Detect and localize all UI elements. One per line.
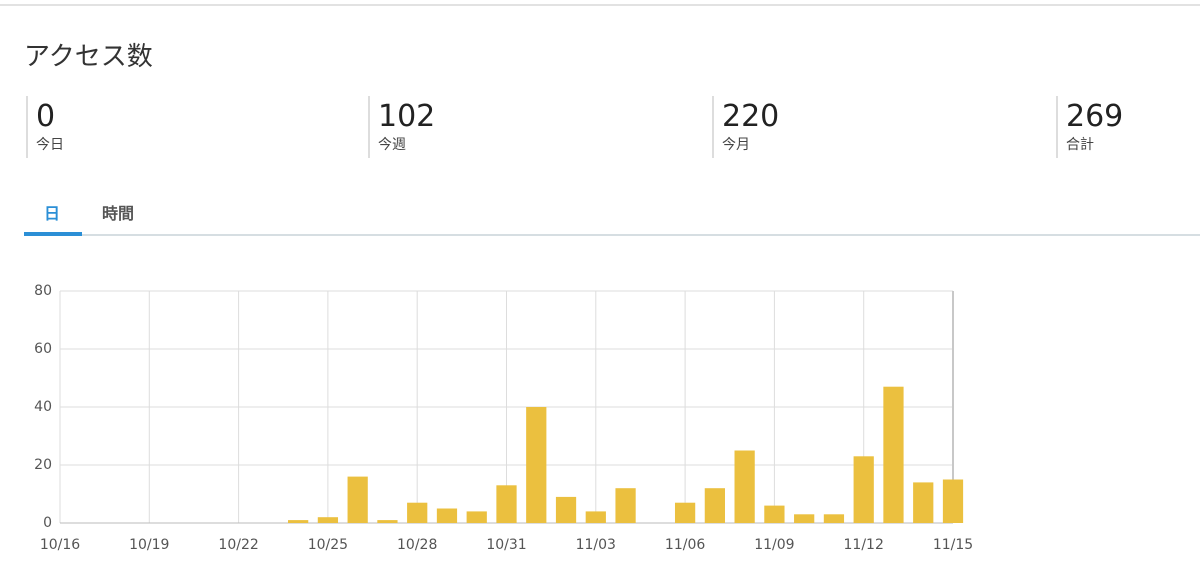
y-tick-label: 20 <box>34 457 52 473</box>
x-tick-label: 10/19 <box>129 537 169 553</box>
bar <box>615 488 636 523</box>
x-tick-label: 10/28 <box>397 537 437 553</box>
bar <box>317 517 339 523</box>
x-tick-label: 10/25 <box>308 537 348 553</box>
bar <box>555 496 577 523</box>
x-tick-label: 11/15 <box>933 537 973 553</box>
bar <box>585 511 606 523</box>
stat-value: 0 <box>36 99 56 134</box>
x-tick-label: 11/12 <box>844 537 884 553</box>
y-tick-label: 40 <box>34 399 52 415</box>
section-title: アクセス数 <box>24 42 153 72</box>
stat: 0 今日 <box>26 96 64 158</box>
y-tick-label: 0 <box>43 515 52 531</box>
y-tick-label: 80 <box>34 283 52 299</box>
stat-label: 今週 <box>378 137 406 153</box>
stat-label: 今日 <box>36 137 64 153</box>
tab-divider <box>24 234 1200 236</box>
bar <box>913 482 934 523</box>
x-tick-label: 11/09 <box>754 537 794 553</box>
stat: 220 今月 <box>712 96 779 158</box>
stat-value: 102 <box>378 99 436 134</box>
bar <box>704 488 725 523</box>
bar <box>823 514 845 523</box>
x-tick-label: 11/06 <box>665 537 705 553</box>
divider <box>0 4 1200 6</box>
bar <box>853 456 874 523</box>
bar <box>883 386 904 523</box>
bar <box>526 407 547 523</box>
bar <box>496 485 517 523</box>
bar <box>347 476 368 523</box>
tab-indicator <box>24 232 82 236</box>
stat-value: 220 <box>722 99 780 134</box>
tab[interactable]: 日 <box>44 204 61 223</box>
bar <box>734 450 755 523</box>
x-tick-label: 10/22 <box>218 537 258 553</box>
tab[interactable]: 時間 <box>102 204 135 223</box>
x-tick-label: 11/03 <box>576 537 616 553</box>
bar <box>674 502 696 523</box>
bar <box>377 520 398 523</box>
bar <box>436 508 458 523</box>
y-tick-label: 60 <box>34 341 52 357</box>
stat-label: 合計 <box>1066 137 1094 153</box>
bar <box>794 514 815 523</box>
stat: 269 合計 <box>1056 96 1123 158</box>
bar <box>288 520 309 523</box>
x-tick-label: 10/16 <box>40 537 80 553</box>
stat: 102 今週 <box>368 96 435 158</box>
x-tick-label: 10/31 <box>486 537 526 553</box>
bar <box>942 479 964 523</box>
bar <box>407 502 428 523</box>
stat-label: 今月 <box>722 137 750 153</box>
bar <box>764 505 785 523</box>
stat-value: 269 <box>1066 99 1124 134</box>
bar <box>466 511 487 523</box>
